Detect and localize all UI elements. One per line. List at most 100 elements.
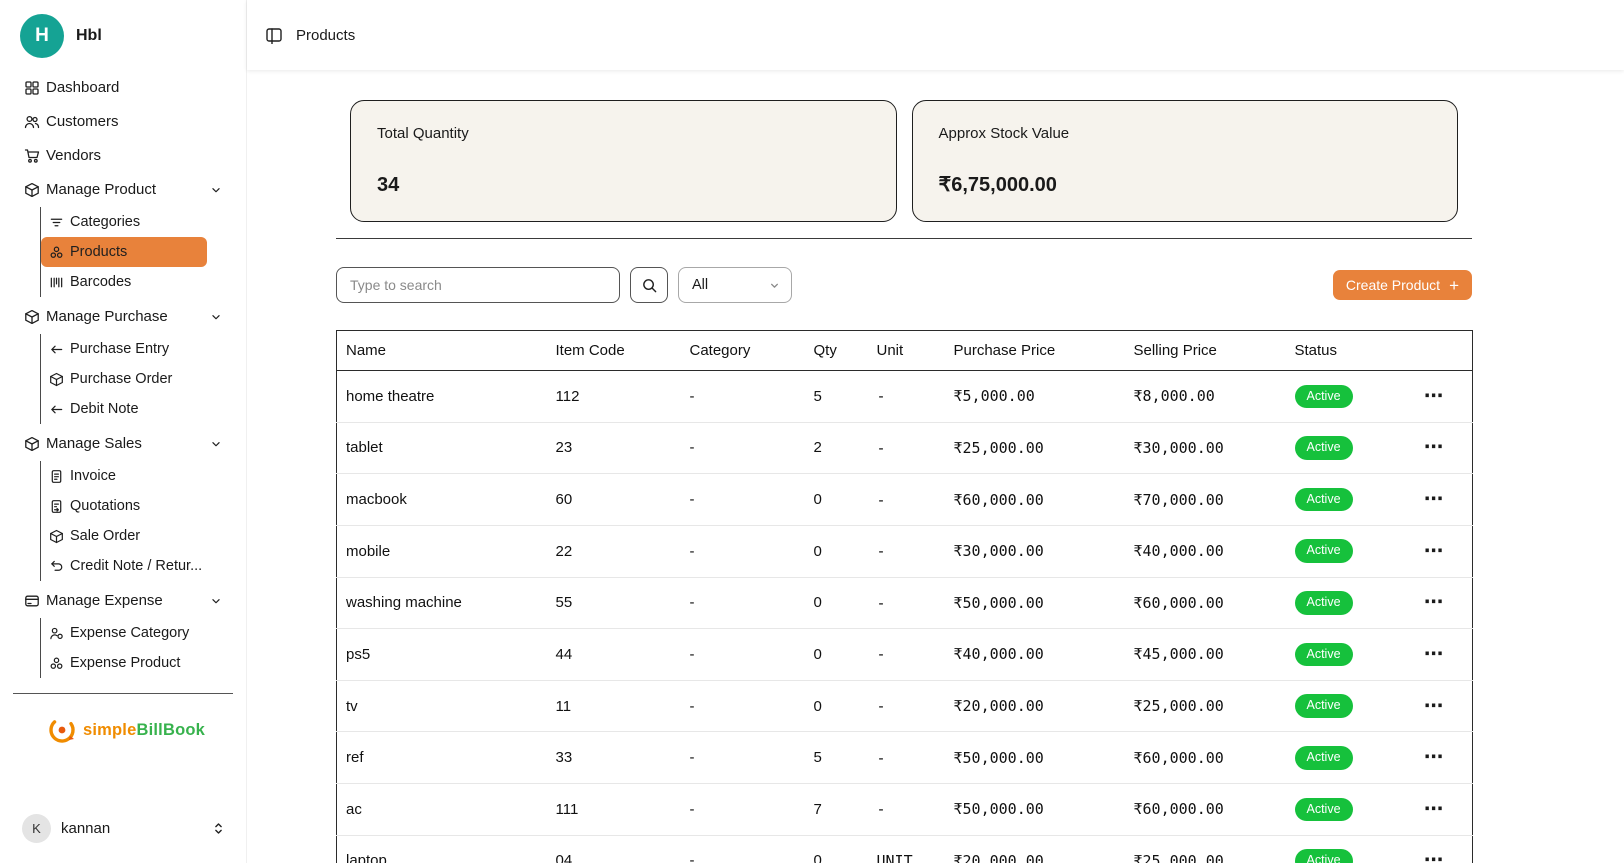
manage-product-submenu: Categories Products Barcodes [40,207,246,297]
sidebar-item-expense-product[interactable]: Expense Product [41,648,246,678]
sidebar-section-manage-sales[interactable]: Manage Sales [0,427,246,460]
sidebar-section-manage-product[interactable]: Manage Product [0,173,246,206]
sidebar-item-debit-note[interactable]: Debit Note [41,394,246,424]
table-body: home theatre 112 - 5 - ₹5,000.00 ₹8,000.… [336,370,1473,863]
stats-row: Total Quantity 34 Approx Stock Value ₹6,… [350,100,1458,222]
sidebar-item-sale-order[interactable]: Sale Order [41,521,246,551]
sidebar-toggle-icon[interactable] [265,26,283,44]
main-area: Products Total Quantity 34 Approx Stock … [247,0,1624,863]
search-icon [642,278,656,292]
sidebar-section-manage-expense[interactable]: Manage Expense [0,584,246,617]
sidebar-item-label: Products [70,244,128,260]
product-qty: 0 [804,577,868,630]
search-button[interactable] [630,267,668,303]
row-actions-button[interactable]: ⋯ [1420,386,1448,406]
category-filter-select[interactable]: All [678,267,792,303]
sidebar-item-label: Purchase Order [70,371,173,387]
row-actions-button[interactable]: ⋯ [1420,748,1448,767]
user-menu[interactable]: K kannan [0,800,246,863]
row-actions-button[interactable]: ⋯ [1420,541,1448,561]
dashboard-icon [25,80,39,95]
product-selling-price: ₹30,000.00 [1124,422,1286,475]
document-arrow-icon [51,499,62,513]
stock-value-value: ₹6,75,000.00 [938,174,1057,196]
sidebar-section-label: Manage Product [46,181,157,198]
sidebar-item-barcodes[interactable]: Barcodes [41,267,246,297]
sidebar-section-label: Manage Expense [46,592,163,609]
status-badge: Active [1294,384,1353,409]
table-row[interactable]: washing machine 55 - 0 - ₹50,000.00 ₹60,… [336,577,1473,630]
sidebar-item-vendors[interactable]: Vendors [0,139,246,172]
table-row[interactable]: macbook 60 - 0 - ₹60,000.00 ₹70,000.00 A… [336,473,1473,526]
table-row[interactable]: home theatre 112 - 5 - ₹5,000.00 ₹8,000.… [336,370,1473,423]
brand: simpleBillBook [0,694,246,746]
table-row[interactable]: tv 11 - 0 - ₹20,000.00 ₹25,000.00 Active… [336,680,1473,733]
product-selling-price: ₹60,000.00 [1124,783,1286,836]
product-purchase-price: ₹20,000.00 [944,835,1125,863]
manage-purchase-submenu: Purchase Entry Purchase Order Debit Note [40,334,246,424]
row-actions-cell: ⋯ [1395,835,1473,863]
table-row[interactable]: ps5 44 - 0 - ₹40,000.00 ₹45,000.00 Activ… [336,628,1473,681]
sidebar-item-credit-note[interactable]: Credit Note / Retur... [41,551,246,581]
row-actions-button[interactable]: ⋯ [1420,490,1448,509]
table-row[interactable]: mobile 22 - 0 - ₹30,000.00 ₹40,000.00 Ac… [336,525,1473,578]
product-category: - [680,577,805,630]
status-badge: Active [1294,487,1353,512]
row-actions-button[interactable]: ⋯ [1420,696,1448,716]
product-name: laptop [336,835,547,863]
product-purchase-price: ₹50,000.00 [944,783,1125,836]
product-category: - [680,525,805,578]
table-header-row: Name Item Code Category Qty Unit Purchas… [336,330,1473,371]
row-actions-button[interactable]: ⋯ [1420,644,1448,664]
col-header-item-code: Item Code [546,330,681,371]
brand-name-billbook: BillBook [136,720,206,739]
row-actions-button[interactable]: ⋯ [1420,851,1448,863]
search-input[interactable] [336,267,620,303]
row-actions-button[interactable]: ⋯ [1420,799,1448,819]
product-category: - [680,783,805,836]
table-row[interactable]: ref 33 - 5 - ₹50,000.00 ₹60,000.00 Activ… [336,731,1473,784]
table-row[interactable]: tablet 23 - 2 - ₹25,000.00 ₹30,000.00 Ac… [336,422,1473,475]
product-status-cell: Active [1285,731,1396,784]
sidebar-section-manage-purchase[interactable]: Manage Purchase [0,300,246,333]
sidebar-item-categories[interactable]: Categories [41,207,246,237]
product-selling-price: ₹45,000.00 [1124,628,1286,681]
sidebar-item-purchase-entry[interactable]: Purchase Entry [41,334,246,364]
sidebar-item-dashboard[interactable]: Dashboard [0,71,246,104]
sidebar-item-expense-category[interactable]: Expense Category [41,618,246,648]
sidebar-item-label: Dashboard [46,79,120,96]
user-settings-icon [50,627,63,639]
product-qty: 0 [804,473,868,526]
row-actions-button[interactable]: ⋯ [1420,438,1448,457]
sidebar-item-purchase-order[interactable]: Purchase Order [41,364,246,394]
product-name: washing machine [336,577,547,630]
product-name: tablet [336,422,547,475]
category-filter-value: All [692,277,709,293]
product-qty: 0 [804,835,868,863]
product-item-code: 111 [546,783,681,836]
table-row[interactable]: laptop 04 - 0 UNIT ₹20,000.00 ₹25,000.00… [336,835,1473,863]
sidebar-item-quotations[interactable]: Quotations [41,491,246,521]
sidebar-item-customers[interactable]: Customers [0,105,246,138]
brand-logo-icon [49,717,75,743]
user-name: kannan [61,820,111,837]
sidebar-spacer [0,746,246,800]
total-quantity-label: Total Quantity [377,125,469,142]
product-purchase-price: ₹30,000.00 [944,525,1125,578]
row-actions-button[interactable]: ⋯ [1420,593,1448,612]
page-title: Products [296,26,356,44]
status-badge: Active [1294,694,1353,718]
sidebar-item-invoice[interactable]: Invoice [41,461,246,491]
sidebar-section-label: Manage Purchase [46,308,168,325]
workspace-switcher[interactable]: H Hbl [0,0,246,66]
stock-value-label: Approx Stock Value [938,125,1070,142]
sidebar-item-products[interactable]: Products [41,237,207,267]
table-row[interactable]: ac 111 - 7 - ₹50,000.00 ₹60,000.00 Activ… [336,783,1473,836]
create-product-button[interactable]: Create Product + [1332,270,1472,300]
barcode-icon [50,277,63,287]
row-actions-cell: ⋯ [1395,783,1473,836]
status-badge: Active [1294,745,1353,770]
status-badge: Active [1294,591,1353,615]
row-actions-cell: ⋯ [1395,680,1473,733]
